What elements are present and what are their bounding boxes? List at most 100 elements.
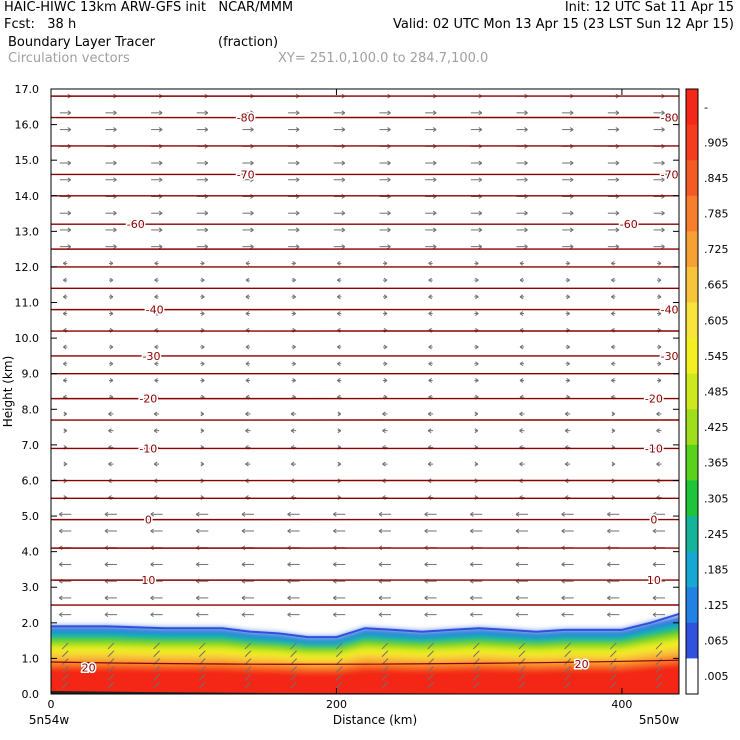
vector-arrow — [245, 344, 250, 350]
contour-label: 0 — [145, 514, 152, 527]
vector-head-b — [470, 614, 474, 618]
vector-head-a — [569, 227, 574, 231]
vector-head-b — [62, 279, 67, 283]
vector-head-a — [204, 127, 209, 130]
vector-head-b — [569, 162, 574, 166]
vector-head-a — [515, 612, 520, 616]
vector-arrow — [561, 595, 574, 601]
vector-head-a — [287, 528, 291, 532]
vector-arrow — [245, 311, 250, 316]
vector-head-b — [113, 246, 117, 250]
vector-arrow — [428, 361, 433, 367]
vector-head-b — [387, 229, 391, 233]
vector-arrow — [108, 378, 114, 383]
vector-head-b — [432, 162, 437, 166]
vector-arrow — [337, 311, 342, 316]
vector-head-b — [290, 413, 295, 417]
vector-arrow — [474, 411, 479, 417]
vector-arrow — [108, 428, 114, 434]
vector-head-b — [204, 145, 209, 149]
vector-head-b — [428, 279, 432, 283]
vector-head-a — [475, 311, 479, 314]
vector-head-a — [241, 528, 246, 532]
vector-head-a — [564, 461, 569, 465]
vector-arrow — [653, 227, 665, 233]
vector-head-a — [611, 394, 615, 398]
surface-vector — [335, 666, 343, 673]
vector-arrow — [611, 277, 616, 283]
vector-head-b — [424, 530, 428, 534]
vector-head-a — [611, 444, 616, 448]
vector-head-b — [566, 313, 570, 316]
vector-head-a — [196, 562, 200, 565]
vector-head-a — [295, 244, 300, 248]
vector-head-a — [519, 411, 523, 415]
vector-head-a — [341, 160, 346, 164]
tracer-band-7 — [51, 662, 679, 694]
vector-head-b — [383, 313, 388, 316]
vector-head-b — [470, 564, 474, 567]
vector-head-a — [428, 361, 432, 365]
vector-arrow — [241, 511, 254, 517]
vector-arrow — [611, 361, 616, 367]
isotherm-line — [51, 223, 679, 226]
vector-head-b — [67, 196, 72, 199]
vector-head-b — [475, 363, 479, 367]
vector-head-b — [158, 212, 163, 216]
vector-head-b — [290, 430, 295, 434]
vector-head-b — [62, 363, 67, 367]
vector-head-b — [652, 564, 657, 567]
vector-head-b — [561, 597, 565, 601]
vector-head-b — [196, 513, 200, 517]
vector-head-b — [607, 564, 611, 567]
vector-arrow — [562, 244, 574, 250]
vector-head-a — [341, 110, 346, 114]
vector-head-b — [478, 112, 483, 116]
vector-head-a — [657, 344, 662, 348]
vector-arrow — [290, 411, 297, 417]
surface-vector — [107, 658, 115, 665]
vector-head-b — [569, 246, 574, 250]
vector-head-b — [656, 463, 660, 467]
vector-arrow — [59, 110, 72, 116]
vector-head-b — [104, 564, 109, 567]
vector-head-b — [333, 513, 337, 517]
vector-head-a — [524, 227, 528, 231]
vector-head-b — [108, 463, 112, 467]
vector-arrow — [425, 244, 437, 250]
vector-head-a — [661, 227, 665, 231]
vector-head-b — [158, 179, 163, 183]
vector-head-b — [524, 179, 528, 183]
vector-head-a — [611, 411, 616, 415]
vector-head-a — [204, 244, 209, 248]
vector-head-b — [154, 380, 158, 383]
vector-head-b — [424, 564, 428, 567]
vector-arrow — [196, 244, 209, 250]
valid-time: Valid: 02 UTC Mon 13 Apr 15 (23 LST Sun … — [392, 17, 734, 32]
vector-head-b — [295, 179, 300, 183]
vector-head-b — [382, 463, 386, 467]
vector-head-a — [154, 311, 158, 314]
surface-vector — [472, 642, 480, 650]
vector-head-a — [652, 595, 657, 599]
y-tick-label: 13.0 — [15, 225, 40, 238]
vector-arrow — [656, 411, 662, 417]
vector-head-b — [515, 597, 520, 601]
vector-head-a — [153, 495, 158, 498]
vector-head-b — [153, 430, 158, 434]
vector-head-b — [475, 296, 479, 300]
vector-head-b — [569, 196, 574, 199]
vector-head-a — [337, 344, 341, 348]
vector-head-a — [67, 210, 72, 214]
vector-head-a — [382, 495, 386, 498]
vector-head-b — [657, 380, 662, 383]
vector-arrow — [565, 277, 570, 283]
vector-arrow — [565, 294, 570, 300]
vector-head-a — [245, 361, 250, 365]
vector-head-a — [383, 344, 388, 348]
vector-arrow — [607, 244, 620, 250]
vector-head-a — [337, 461, 342, 465]
colorbar-frame — [685, 88, 699, 695]
vector-head-a — [158, 210, 163, 214]
vector-head-b — [474, 430, 479, 434]
